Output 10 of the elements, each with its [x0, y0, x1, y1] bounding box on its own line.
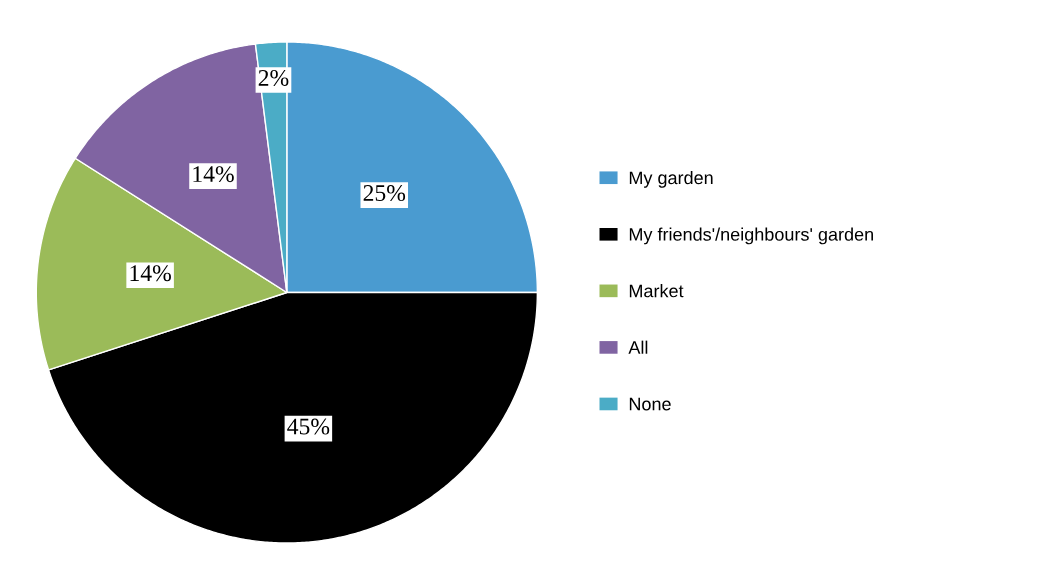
data-label: 14% [130, 265, 171, 282]
data-label: 2% [258, 69, 289, 86]
legend-label: Market [629, 284, 684, 298]
legend-label: All [628, 340, 648, 354]
legend-label: My friends'/neighbours' garden [629, 227, 873, 245]
data-label: 14% [193, 166, 234, 183]
data-label: 45% [287, 418, 330, 435]
data-label: 25% [363, 185, 406, 202]
legend-label: None [629, 397, 671, 411]
legend-label: My garden [629, 170, 713, 188]
